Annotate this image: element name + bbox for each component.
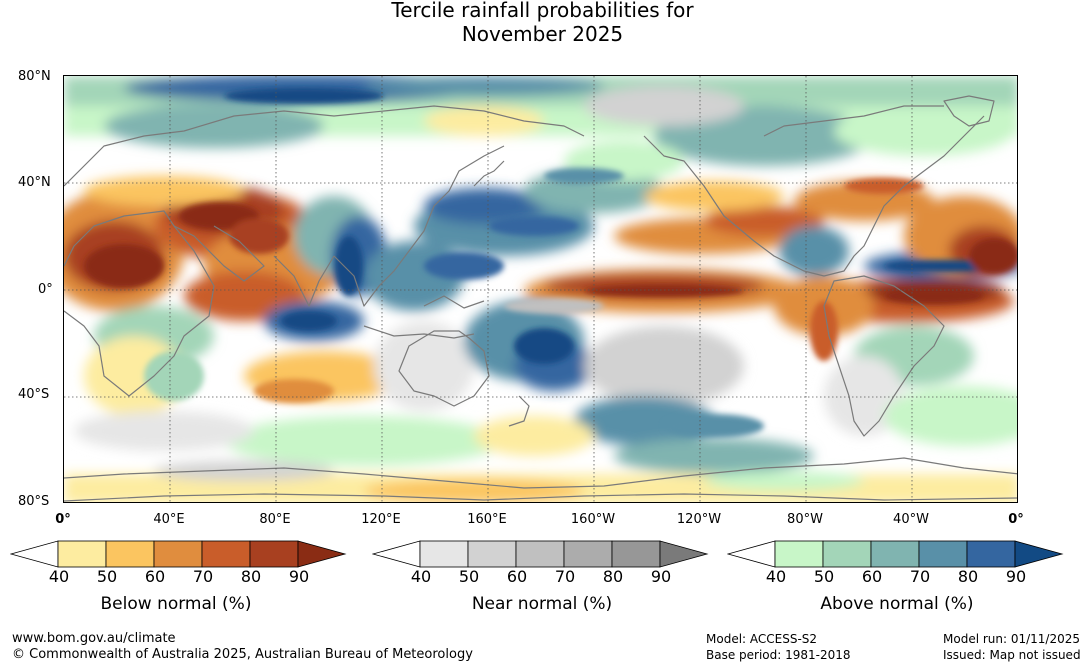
colorbar-over-triangle — [659, 540, 709, 568]
lon-label-120w: 120°W — [676, 512, 722, 527]
coast-greenland — [943, 95, 995, 127]
legend-above-normal: 40 50 60 70 80 90 Above normal (%) — [727, 540, 1067, 620]
colorbar-segment — [563, 540, 613, 568]
coast-antarctica — [64, 457, 1017, 489]
coast-australia — [398, 330, 490, 407]
colorbar-segment — [249, 540, 299, 568]
legend-above-tick-80: 80 — [957, 567, 979, 586]
colorbar-segment — [105, 540, 155, 568]
legend-near-tick-50: 50 — [458, 567, 480, 586]
legend-above-tick-90: 90 — [1005, 567, 1027, 586]
lon-label-80e: 80°E — [259, 512, 291, 527]
legend-near-normal-caption: Near normal (%) — [471, 594, 613, 614]
footer-copyright: © Commonwealth of Australia 2025, Austra… — [12, 647, 473, 662]
map-title-line-2: November 2025 — [461, 22, 624, 46]
legend-above-tick-40: 40 — [765, 567, 787, 586]
lon-label-160w: 160°W — [570, 512, 616, 527]
coast-africa — [64, 210, 215, 397]
colorbar-over-triangle — [1014, 540, 1064, 568]
colorbar-segment — [201, 540, 251, 568]
legend-near-tick-80: 80 — [602, 567, 624, 586]
legend-above-tick-50: 50 — [813, 567, 835, 586]
coast-east-asia — [333, 145, 505, 307]
colorbar-segment — [153, 540, 203, 568]
coast-indonesia — [363, 325, 475, 339]
probability-field — [64, 76, 1017, 502]
legend-above-tick-70: 70 — [909, 567, 931, 586]
lon-label-0-east: 0° — [1008, 512, 1024, 527]
legend-below-tick-80: 80 — [240, 567, 262, 586]
footer-model: Model: ACCESS-S2 — [706, 632, 818, 646]
colorbar-segment — [966, 540, 1016, 568]
lat-label-80n: 80°N — [18, 69, 51, 84]
legend-above-tick-60: 60 — [861, 567, 883, 586]
colorbar-under-triangle — [10, 540, 59, 568]
legend-near-normal-colorbar — [372, 540, 709, 568]
legend-near-tick-40: 40 — [410, 567, 432, 586]
legend-below-tick-50: 50 — [96, 567, 118, 586]
lat-label-equator: 0° — [38, 282, 53, 297]
colorbar-segment — [918, 540, 968, 568]
colorbar-segment — [515, 540, 565, 568]
coast-japan — [473, 160, 505, 187]
colorbar-segment — [419, 540, 469, 568]
lon-label-80w: 80°W — [787, 512, 823, 527]
colorbar-over-triangle — [297, 540, 347, 568]
legend-near-normal: 40 50 60 70 80 90 Near normal (%) — [372, 540, 712, 620]
gridlines — [64, 76, 1017, 502]
lon-label-40w: 40°W — [893, 512, 929, 527]
lon-label-0: 0° — [55, 512, 71, 527]
lon-label-40e: 40°E — [153, 512, 185, 527]
footer-website: www.bom.gov.au/climate — [12, 631, 176, 646]
coast-new-zealand — [508, 395, 530, 427]
coastlines — [64, 95, 1017, 502]
coast-arabia — [173, 225, 265, 282]
legend-below-normal-colorbar — [10, 540, 347, 568]
map-title: Tercile rainfall probabilities for Novem… — [0, 0, 1085, 46]
legend-below-normal: 40 50 60 70 80 90 Below normal (%) — [10, 540, 350, 620]
lat-label-80s: 80°S — [18, 494, 50, 509]
coast-north-america — [643, 115, 985, 277]
lon-label-160e: 160°E — [467, 512, 507, 527]
colorbar-segment — [57, 540, 107, 568]
legend-below-tick-70: 70 — [192, 567, 214, 586]
colorbar-segment — [870, 540, 920, 568]
legend-below-normal-caption: Below normal (%) — [100, 594, 252, 614]
footer-model-run: Model run: 01/11/2025 — [943, 632, 1081, 646]
probability-detail — [84, 88, 1017, 438]
legend-below-tick-40: 40 — [48, 567, 70, 586]
legend-above-normal-caption: Above normal (%) — [820, 594, 974, 614]
coast-india — [273, 255, 335, 307]
legend-near-tick-60: 60 — [506, 567, 528, 586]
colorbar-segment — [467, 540, 517, 568]
footer-issued: Issued: Map not issued — [943, 648, 1081, 662]
colorbar-segment — [611, 540, 661, 568]
legend-above-normal-colorbar — [727, 540, 1064, 568]
footer-base-period: Base period: 1981-2018 — [706, 648, 851, 662]
legend-near-tick-90: 90 — [650, 567, 672, 586]
legend-below-tick-90: 90 — [288, 567, 310, 586]
map-title-line-1: Tercile rainfall probabilities for — [391, 0, 694, 22]
rainfall-probability-map — [63, 75, 1018, 503]
lat-label-40s: 40°S — [18, 387, 50, 402]
colorbar-under-triangle — [727, 540, 776, 568]
coast-eurasia-north — [64, 105, 585, 187]
lat-label-40n: 40°N — [18, 175, 51, 190]
legend-near-tick-70: 70 — [554, 567, 576, 586]
lon-label-120e: 120°E — [361, 512, 401, 527]
coast-south-america — [823, 275, 945, 437]
colorbar-segment — [822, 540, 872, 568]
colorbar-under-triangle — [372, 540, 421, 568]
legend-below-tick-60: 60 — [144, 567, 166, 586]
colorbar-segment — [774, 540, 824, 568]
